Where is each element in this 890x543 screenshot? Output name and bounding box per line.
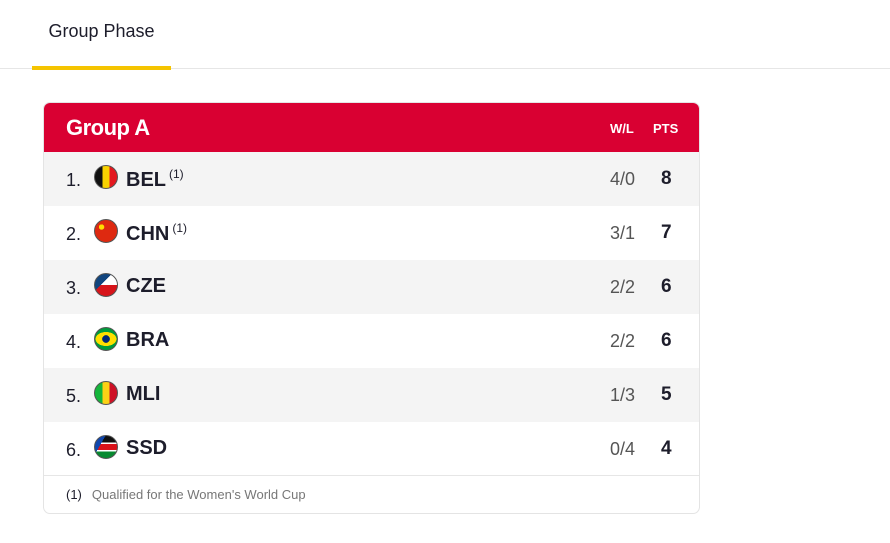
- group-title: Group A: [66, 115, 150, 140]
- team-code[interactable]: CZE: [126, 275, 166, 298]
- belgium-flag-icon: [94, 165, 118, 189]
- team-code[interactable]: CHN (1): [126, 221, 187, 246]
- china-flag-icon: [94, 219, 118, 243]
- win-loss: 2/2: [610, 331, 636, 351]
- group-header: Group A W/L PTS: [44, 103, 699, 152]
- team-name: SSD: [126, 437, 168, 459]
- footnote-text: Qualified for the Women's World Cup: [91, 487, 306, 502]
- points: 6: [661, 330, 672, 351]
- standings-row[interactable]: 6. SSD 0/4 4: [44, 422, 699, 476]
- team-code[interactable]: SSD: [126, 437, 167, 460]
- standings-row[interactable]: 2. CHN (1) 3/1 7: [44, 206, 699, 260]
- rank: 2.: [66, 224, 82, 244]
- rank: 6.: [66, 440, 82, 460]
- team-name: CZE: [126, 275, 166, 297]
- win-loss: 4/0: [610, 169, 636, 189]
- czechia-flag-icon: [94, 273, 118, 297]
- win-loss: 3/1: [610, 223, 636, 243]
- active-tab-indicator: [32, 66, 171, 70]
- points: 8: [661, 168, 672, 189]
- tab-bar: Group Phase: [0, 0, 890, 70]
- brazil-flag-icon: [94, 327, 118, 351]
- tab-label: Group Phase: [48, 21, 155, 41]
- team-name: MLI: [126, 383, 161, 405]
- south-sudan-flag-icon: [94, 435, 118, 459]
- rank: 4.: [66, 332, 82, 352]
- footnote-marker: (1): [66, 487, 82, 502]
- tab-group-phase[interactable]: Group Phase: [32, 0, 171, 70]
- team-name: CHN: [126, 223, 170, 245]
- footnote: (1) Qualified for the Women's World Cup: [44, 475, 699, 513]
- rank: 3.: [66, 278, 82, 298]
- points: 4: [661, 438, 672, 459]
- team-name: BEL: [126, 169, 166, 191]
- points: 6: [661, 276, 672, 297]
- qualification-note: (1): [169, 167, 184, 181]
- wl-column-header: W/L: [610, 121, 634, 136]
- pts-column-header: PTS: [653, 121, 679, 136]
- team-code[interactable]: BRA: [126, 329, 169, 352]
- points: 5: [661, 384, 672, 405]
- standings-row[interactable]: 5. MLI 1/3 5: [44, 368, 699, 422]
- standings-list: 1. BEL (1) 4/0 8 2. CHN (1) 3/1 7 3. CZE 2/2…: [44, 152, 699, 476]
- standings-row[interactable]: 4. BRA 2/2 6: [44, 314, 699, 368]
- team-code[interactable]: BEL (1): [126, 167, 184, 192]
- standings-row[interactable]: 3. CZE 2/2 6: [44, 260, 699, 314]
- points: 7: [661, 222, 672, 243]
- team-code[interactable]: MLI: [126, 383, 160, 406]
- rank: 5.: [66, 386, 82, 406]
- qualification-note: (1): [172, 221, 188, 235]
- win-loss: 1/3: [610, 385, 636, 405]
- win-loss: 0/4: [610, 439, 636, 459]
- standings-row[interactable]: 1. BEL (1) 4/0 8: [44, 152, 699, 206]
- group-standings-card: Group A W/L PTS 1. BEL (1) 4/0 8 2. CHN (1)…: [43, 102, 700, 514]
- rank: 1.: [66, 170, 82, 190]
- mali-flag-icon: [94, 381, 118, 405]
- team-name: BRA: [126, 329, 170, 351]
- win-loss: 2/2: [610, 277, 636, 297]
